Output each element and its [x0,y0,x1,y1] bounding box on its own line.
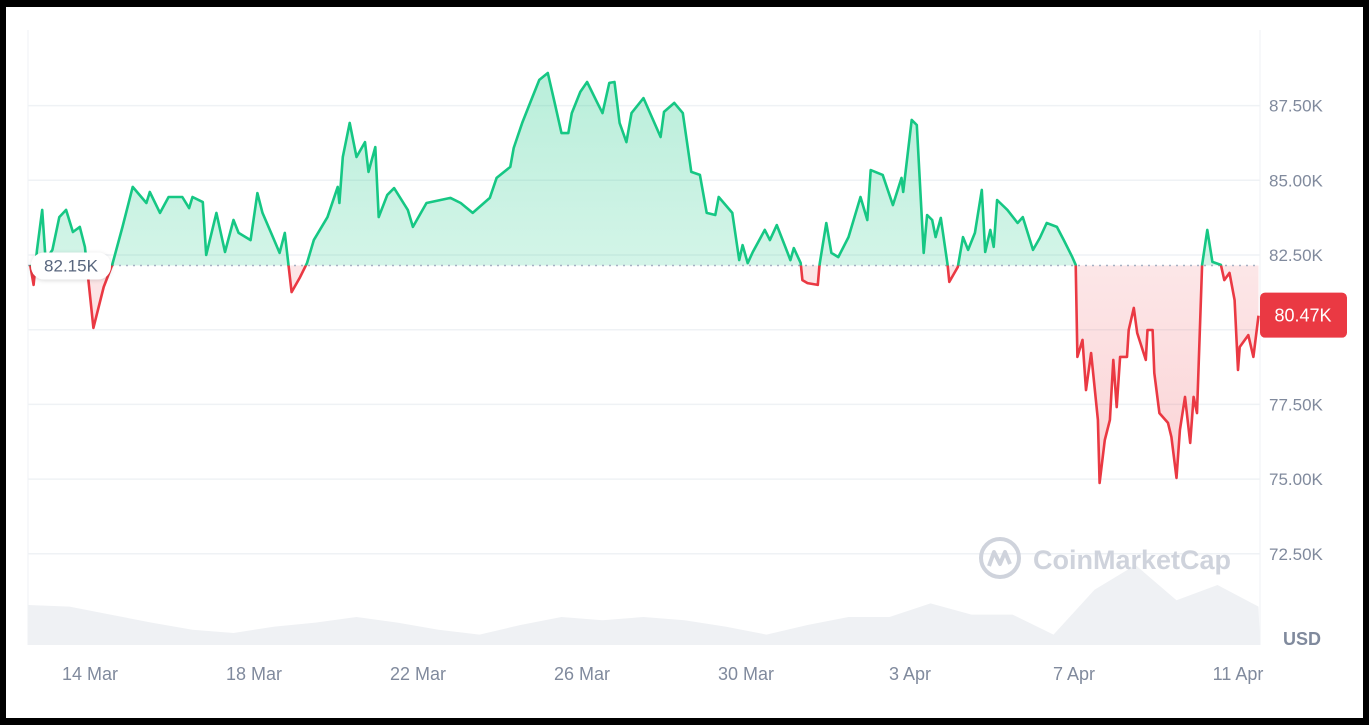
y-tick-label: 72.50K [1269,545,1324,564]
x-tick-label: 22 Mar [390,664,446,684]
volume-area [28,565,1260,645]
x-tick-label: 3 Apr [889,664,931,684]
watermark: CoinMarketCap [979,537,1231,579]
y-tick-label: 87.50K [1269,97,1324,116]
price-line-up [28,71,1223,266]
x-tick-label: 30 Mar [718,664,774,684]
x-tick-label: 7 Apr [1053,664,1095,684]
y-tick-label: 85.00K [1269,171,1324,190]
watermark-text: CoinMarketCap [1033,545,1231,575]
y-axis: 87.50K 85.00K 82.50K 77.50K 75.00K 72.50K [1269,97,1324,564]
x-tick-label: 18 Mar [226,664,282,684]
x-tick-label: 26 Mar [554,664,610,684]
area-fill-below-baseline [30,265,1259,483]
coinmarketcap-logo-icon [979,537,1021,579]
x-tick-label: 14 Mar [62,664,118,684]
baseline-value: 82.15K [44,256,99,275]
y-tick-label: 82.50K [1269,246,1324,265]
y-tick-label: 75.00K [1269,470,1324,489]
currency-label: USD [1283,629,1321,649]
area-fill-above-baseline [30,73,1259,266]
price-line-down [28,265,1260,485]
x-axis: 14 Mar 18 Mar 22 Mar 26 Mar 30 Mar 3 Apr 7 Apr… [62,664,1263,684]
current-price-value: 80.47K [1274,306,1331,326]
current-price-label: 80.47K [1260,292,1347,338]
y-tick-label: 77.50K [1269,395,1324,414]
baseline-label: 82.15K [31,252,111,280]
x-tick-label: 11 Apr [1213,664,1264,684]
